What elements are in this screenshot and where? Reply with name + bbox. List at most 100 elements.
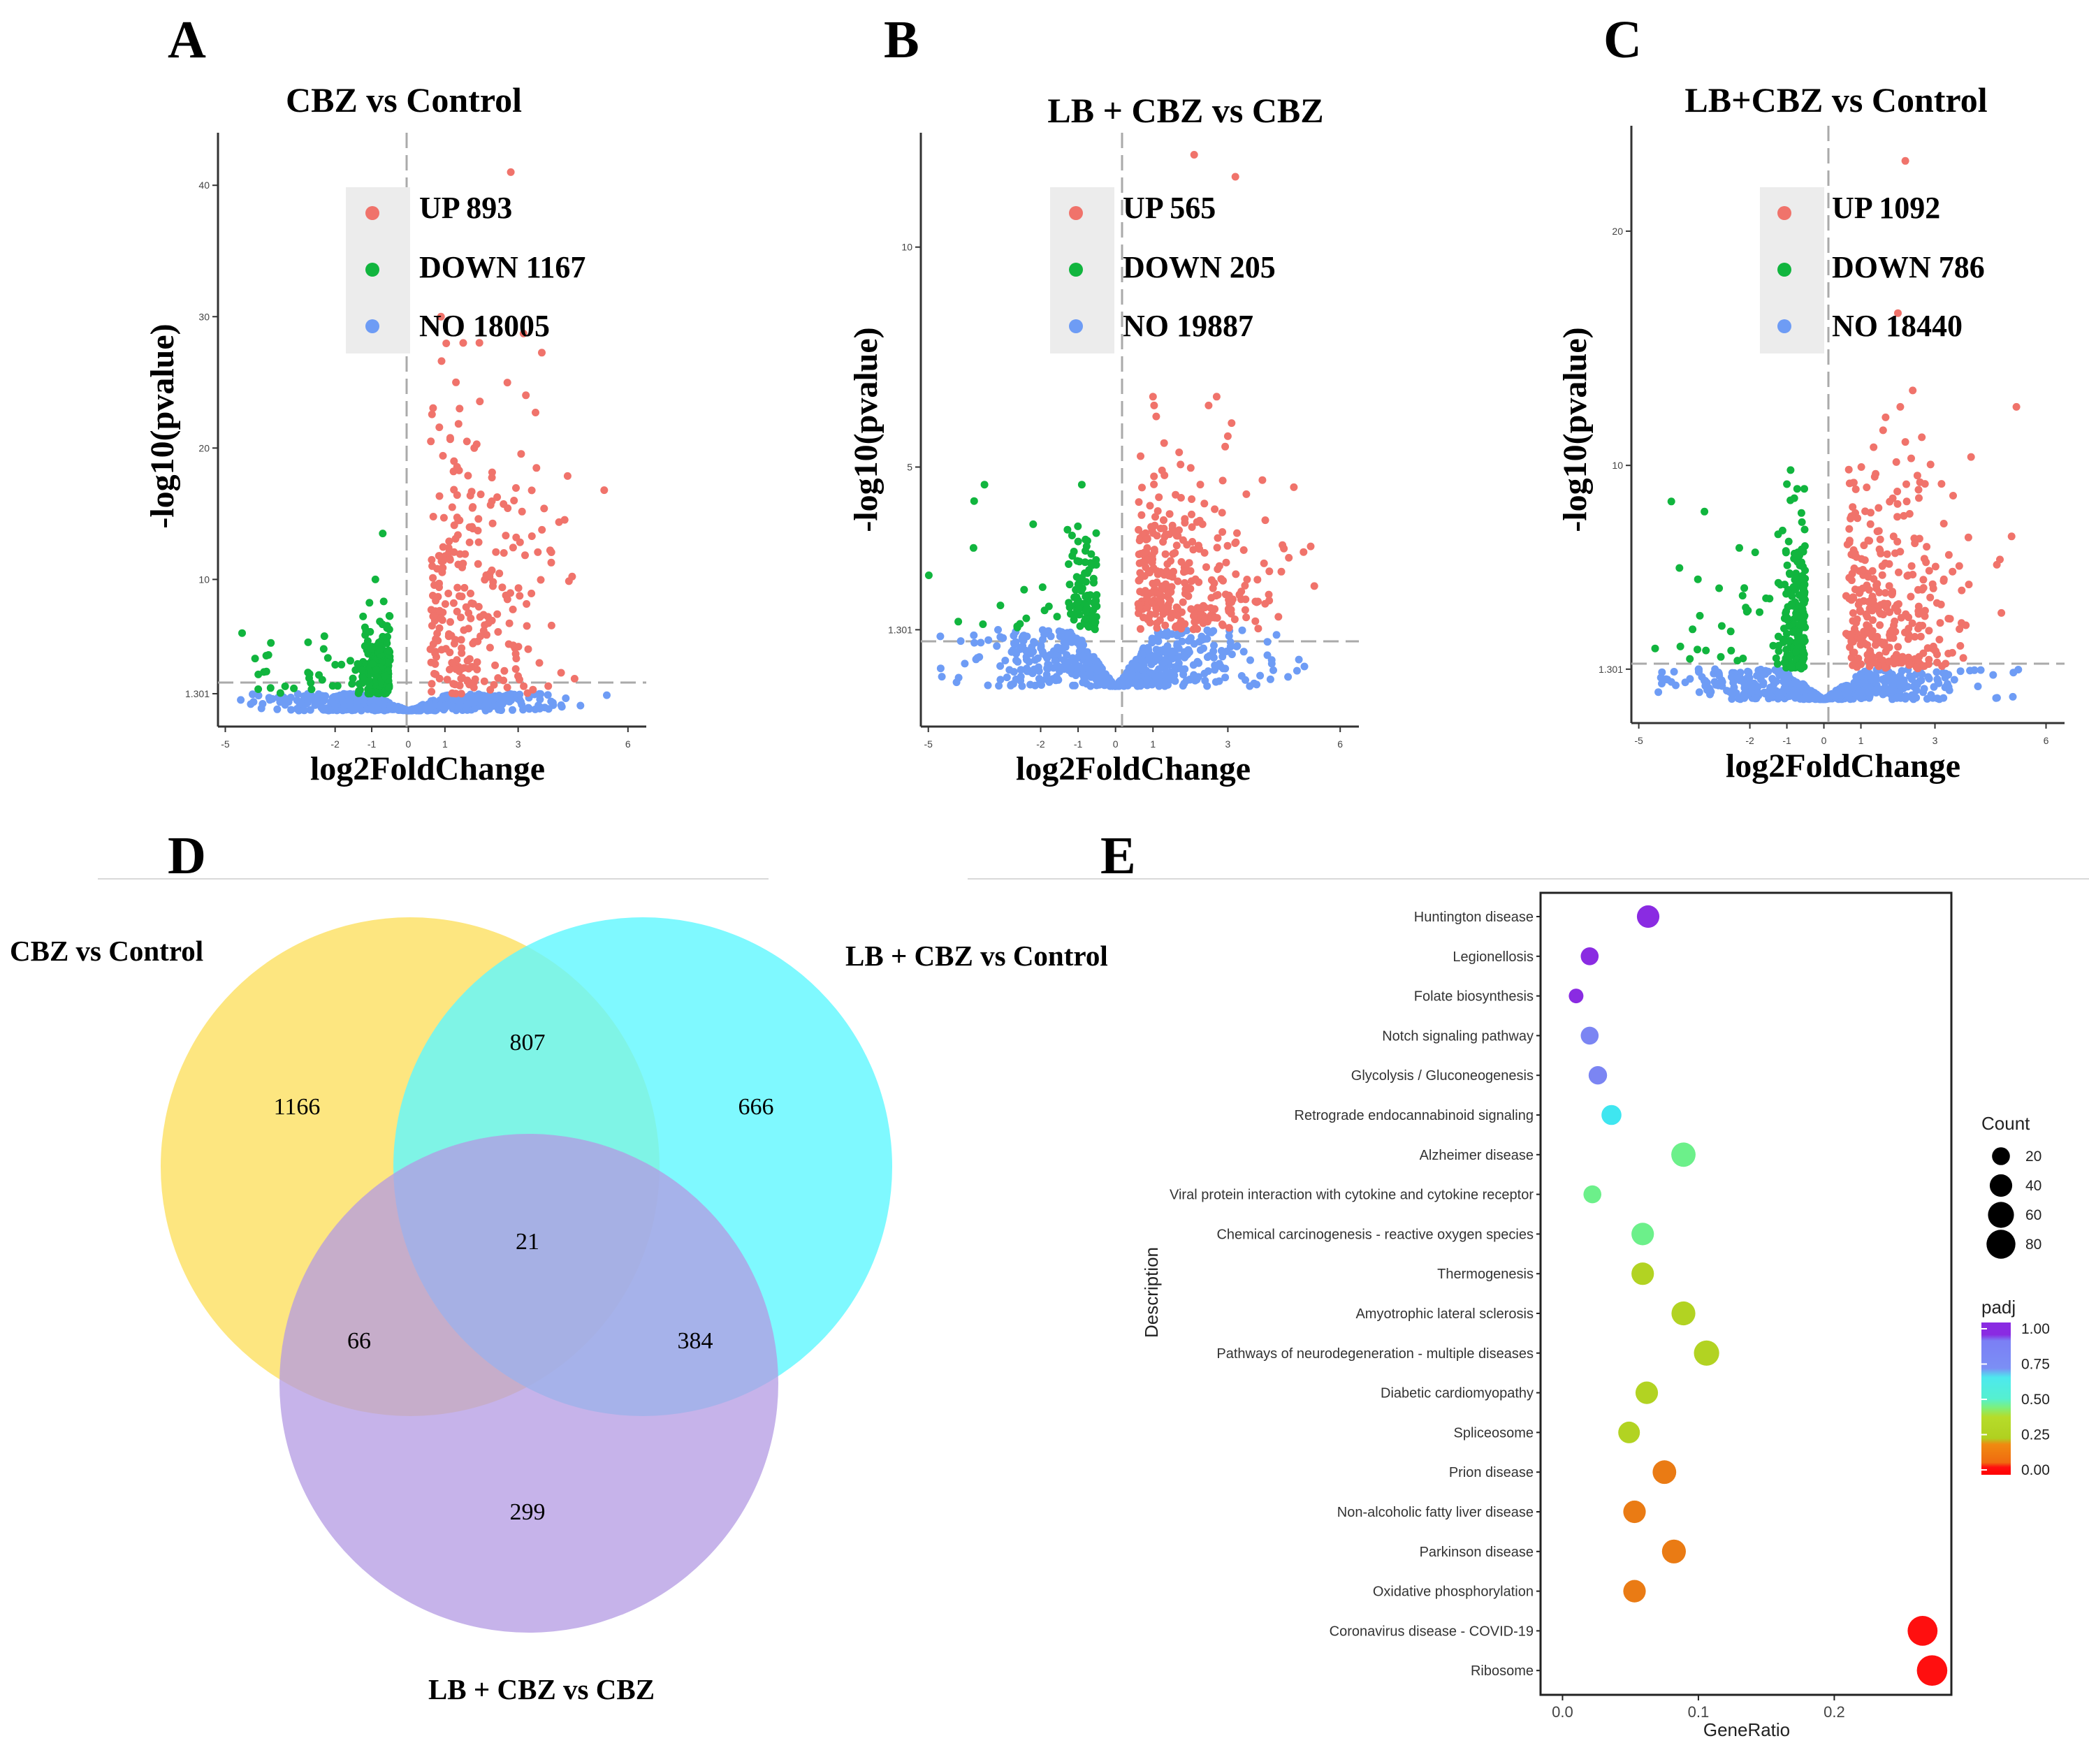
data-point [429,640,437,648]
data-point [1726,627,1735,636]
data-point [1239,648,1248,656]
data-point [357,706,365,715]
data-point [1866,520,1875,528]
data-point [547,621,555,629]
data-point [470,638,479,646]
data-point [502,532,510,540]
data-point [443,676,451,684]
data-point [1092,657,1100,665]
data-point [446,618,454,626]
data-point [1879,690,1887,699]
data-point [1188,523,1196,531]
x-tick-label: -5 [924,738,933,750]
data-point [996,633,1005,641]
data-point [376,646,384,654]
venn-set-b-label: LB + CBZ vs Control [845,940,1108,972]
data-point [363,637,372,646]
data-point [319,694,328,702]
data-point [509,641,518,650]
volcano-a-legend-down-dot [365,263,379,277]
data-point [970,497,978,505]
data-point [1167,583,1176,591]
data-point [1939,577,1948,585]
size-legend-label: 40 [2025,1178,2041,1194]
data-point [480,677,488,685]
data-point [1676,642,1684,650]
y-tick-label: 10 [198,574,210,585]
data-point [1914,486,1923,494]
data-point [984,681,992,690]
data-point [503,379,511,387]
data-point [1254,625,1262,633]
data-point [1253,576,1262,584]
data-point [1070,681,1079,690]
data-point [474,560,482,568]
data-point [1090,578,1098,587]
data-point [1300,548,1308,556]
data-point [439,451,447,460]
term-label: Chemical carcinogenesis - reactive oxyge… [1216,1227,1534,1242]
data-point [431,660,439,668]
data-point [1007,681,1015,690]
data-point [532,464,541,472]
data-point [1748,683,1756,692]
data-point [1771,666,1779,674]
data-point [1233,529,1241,537]
data-point [1912,686,1921,694]
data-point [1675,564,1684,572]
data-point [446,555,454,564]
x-tick-label: -5 [1634,735,1643,746]
data-point [1093,591,1101,599]
volcano-b-points [924,151,1318,690]
data-point [1251,617,1260,625]
data-point [1168,655,1177,663]
data-point [307,685,316,694]
data-point [1238,626,1246,634]
data-point [1946,615,1954,623]
data-point [1003,673,1011,682]
data-point [1810,688,1818,697]
data-point [305,692,313,701]
data-point [1772,654,1780,662]
data-point [1207,604,1215,612]
y-tick-label: 5 [907,462,912,473]
data-point [1860,677,1868,685]
volcano-a-legend-down: DOWN 1167 [419,250,585,284]
data-point [544,705,553,713]
data-point [442,340,451,347]
data-point [1907,592,1915,601]
data-point [1189,546,1198,554]
data-point [354,659,362,668]
data-point [936,664,945,673]
volcano-c-legend-up: UP 1092 [1832,191,1940,225]
data-point [432,597,440,605]
data-point [1907,454,1915,462]
data-point [1082,614,1090,622]
data-point [1905,613,1913,622]
data-point [486,643,494,652]
data-point [1780,658,1789,666]
data-point [304,638,312,646]
volcano-c-legend-up-dot [1777,206,1791,220]
data-point [1868,567,1877,575]
data-point [1694,646,1701,654]
data-point [1858,566,1867,574]
panel-label-d: D [168,826,206,885]
data-point [1272,631,1281,639]
data-point [1955,562,1963,570]
data-point [1148,634,1156,643]
data-point [366,690,374,698]
term-point [1907,1616,1938,1646]
term-label: Viral protein interaction with cytokine … [1170,1188,1534,1203]
data-point [320,632,328,641]
panel-label-c: C [1603,10,1642,69]
data-point [1847,636,1856,645]
data-point [1149,393,1157,401]
data-point [1154,637,1163,646]
data-point [1074,537,1082,546]
volcano-a-legend-no-dot [365,319,379,333]
data-point [1144,646,1153,654]
data-point [435,552,444,560]
data-point [520,682,528,690]
data-point [1265,590,1273,599]
